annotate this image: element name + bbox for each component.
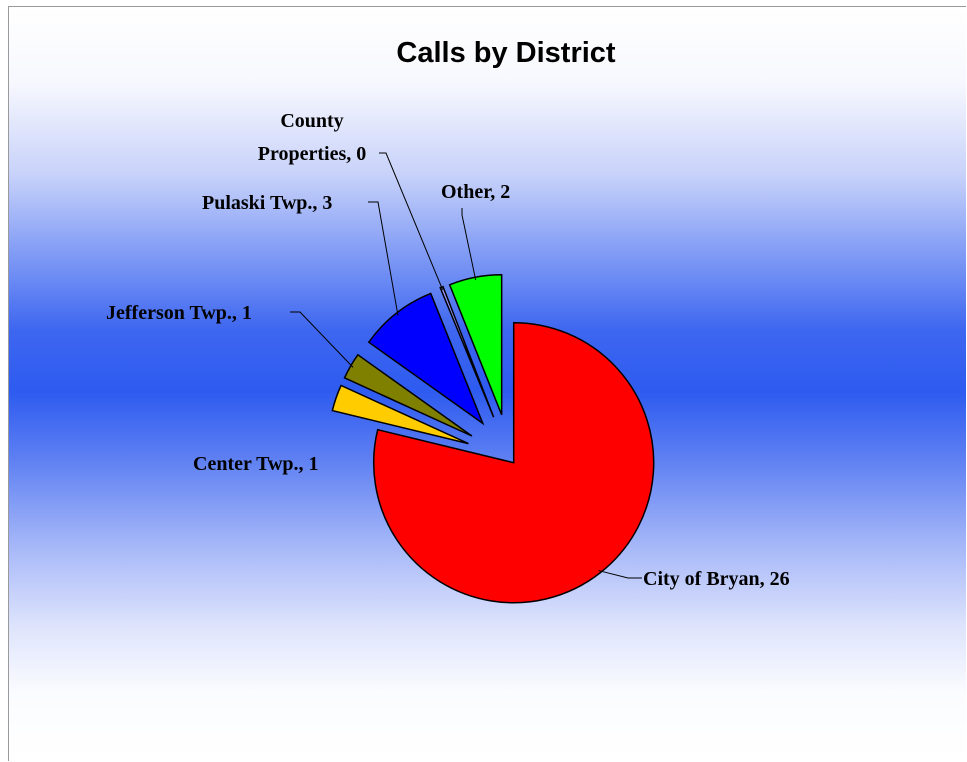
leader-line xyxy=(598,570,642,579)
leader-line xyxy=(290,311,354,368)
label-center-twp: Center Twp., 1 xyxy=(193,453,319,475)
chart-title: Calls by District xyxy=(396,37,616,69)
slice-jefferson-twp xyxy=(343,353,473,437)
label-city-of-bryan: City of Bryan, 26 xyxy=(643,568,790,590)
chart-area xyxy=(8,6,966,761)
slice-center-twp xyxy=(331,384,469,445)
label-county-properties-line2: Properties, 0 xyxy=(258,143,367,165)
leader-line xyxy=(461,208,477,281)
leader-line xyxy=(379,152,444,290)
slice-city-of-bryan xyxy=(373,321,655,604)
label-pulaski-twp: Pulaski Twp., 3 xyxy=(202,192,332,214)
leader-line xyxy=(368,201,399,316)
label-other: Other, 2 xyxy=(441,181,510,203)
slice-pulaski-twp xyxy=(367,292,485,426)
label-jefferson-twp: Jefferson Twp., 1 xyxy=(106,302,252,324)
label-county-properties-line1: County xyxy=(280,110,343,132)
